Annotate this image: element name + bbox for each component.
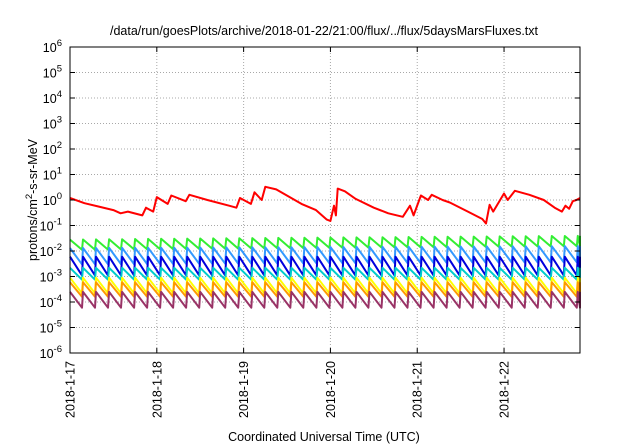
x-tick-label: 2018-1-20 [324, 361, 338, 418]
y-tick-label: 102 [43, 140, 62, 157]
y-tick-label: 10-4 [40, 293, 62, 310]
y-tick-label: 100 [43, 191, 62, 208]
x-tick-label: 2018-1-17 [64, 361, 78, 418]
y-tick-label: 10-3 [40, 268, 62, 285]
y-tick-label: 10-2 [40, 242, 62, 259]
plot-frame [69, 46, 581, 354]
axes [69, 46, 581, 354]
x-tick-label: 2018-1-22 [498, 361, 512, 418]
flux-series-8 [69, 290, 581, 309]
x-tick-label: 2018-1-18 [150, 361, 164, 418]
flux-series-2 [69, 234, 581, 251]
y-tick-label: 10-6 [40, 344, 62, 361]
y-axis-label: protons/cm2-s-sr-MeV [24, 138, 40, 261]
data-series [69, 185, 581, 309]
x-tick-label: 2018-1-19 [237, 361, 251, 418]
y-tick-label: 103 [43, 115, 62, 132]
y-tick-label: 10-5 [40, 319, 62, 336]
y-tick-labels: 106 105 104 103 102 101 100 10-1 10-2 10-3 10-4 10-… [40, 38, 62, 361]
x-axis-label: Coordinated Universal Time (UTC) [228, 430, 420, 444]
y-tick-label: 105 [43, 64, 62, 81]
flux-series-1 [69, 185, 581, 225]
y-tick-label: 101 [43, 166, 62, 183]
y-tick-label: 104 [43, 89, 62, 106]
x-tick-label: 2018-1-21 [411, 361, 425, 418]
chart-title: /data/run/goesPlots/archive/2018-01-22/2… [110, 24, 539, 38]
x-tick-labels: 2018-1-17 2018-1-18 2018-1-19 2018-1-20 2018… [64, 361, 512, 418]
y-tick-label: 106 [43, 38, 62, 55]
y-tick-label: 10-1 [40, 217, 62, 234]
flux-series-5 [69, 266, 581, 281]
